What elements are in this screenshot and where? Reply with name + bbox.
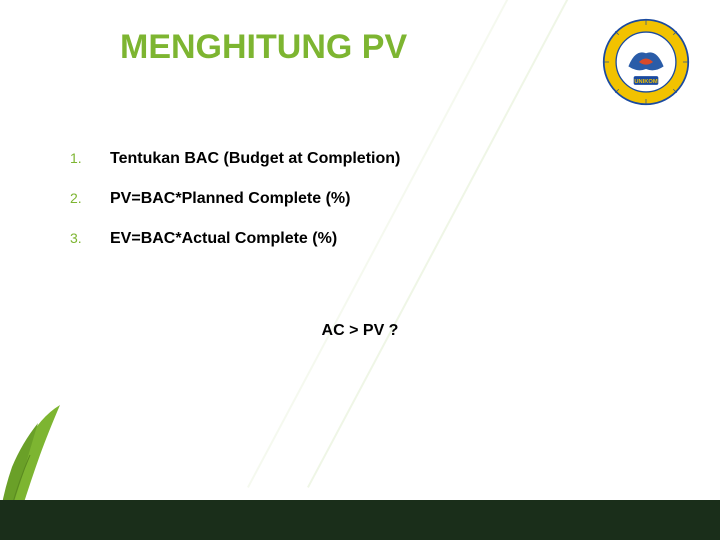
list-number: 1. (70, 150, 110, 166)
numbered-list: 1. Tentukan BAC (Budget at Completion) 2… (70, 150, 630, 270)
list-item-text: Tentukan BAC (Budget at Completion) (110, 150, 400, 168)
logo-text: UNIKOM (634, 79, 657, 85)
bottom-bar (0, 500, 720, 540)
slide: MENGHITUNG PV UNIKOM 1. Tentukan BA (0, 0, 720, 540)
list-item: 1. Tentukan BAC (Budget at Completion) (70, 150, 630, 168)
list-item: 3. EV=BAC*Actual Complete (%) (70, 230, 630, 248)
page-title: MENGHITUNG PV (120, 28, 407, 67)
list-item: 2. PV=BAC*Planned Complete (%) (70, 190, 630, 208)
list-item-text: PV=BAC*Planned Complete (%) (110, 190, 350, 208)
list-number: 2. (70, 190, 110, 206)
list-number: 3. (70, 230, 110, 246)
question-text: AC > PV ? (0, 322, 720, 340)
list-item-text: EV=BAC*Actual Complete (%) (110, 230, 337, 248)
university-logo: UNIKOM (602, 18, 690, 106)
